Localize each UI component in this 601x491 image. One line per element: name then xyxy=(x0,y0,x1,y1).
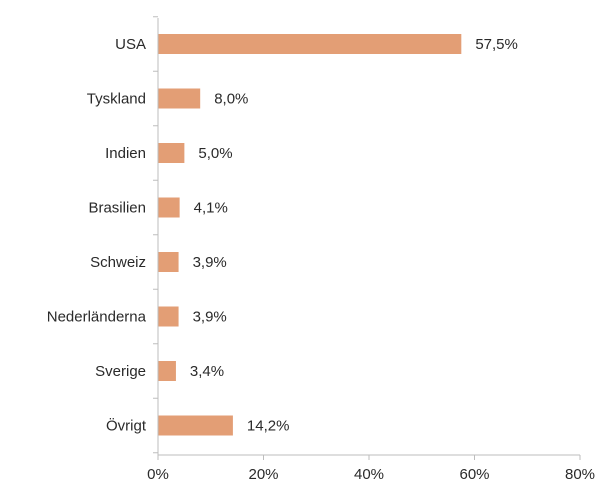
bar xyxy=(158,361,176,381)
bar xyxy=(158,34,462,54)
value-label: 57,5% xyxy=(475,36,518,53)
x-tick-label: 20% xyxy=(248,466,278,483)
x-tick-label: 40% xyxy=(354,466,384,483)
value-label: 3,9% xyxy=(193,254,227,271)
labels-group: 0% 20% 40% 60% 80% USA 57,5% Tyskland 8,0% Indien… xyxy=(47,36,595,483)
category-label: Indien xyxy=(105,145,146,162)
value-label: 14,2% xyxy=(247,418,290,435)
category-label: Övrigt xyxy=(106,417,147,435)
x-tick-label: 0% xyxy=(147,466,169,483)
value-label: 5,0% xyxy=(198,145,232,162)
value-label: 4,1% xyxy=(194,200,228,217)
bar xyxy=(158,252,179,272)
bar xyxy=(158,415,233,436)
bar xyxy=(158,143,185,163)
axes-group xyxy=(153,16,581,460)
category-label: Nederländerna xyxy=(47,309,147,326)
value-label: 8,0% xyxy=(214,91,248,108)
category-label: USA xyxy=(115,36,146,53)
category-label: Schweiz xyxy=(90,254,146,271)
x-tick-label: 80% xyxy=(565,466,595,483)
bar xyxy=(158,306,179,327)
bars-group xyxy=(158,34,462,436)
bar xyxy=(158,197,180,218)
value-label: 3,4% xyxy=(190,363,224,380)
bar xyxy=(158,88,201,109)
x-tick-label: 60% xyxy=(459,466,489,483)
value-label: 3,9% xyxy=(193,309,227,326)
category-label: Sverige xyxy=(95,363,146,380)
category-label: Tyskland xyxy=(87,91,146,108)
category-label: Brasilien xyxy=(88,200,146,217)
